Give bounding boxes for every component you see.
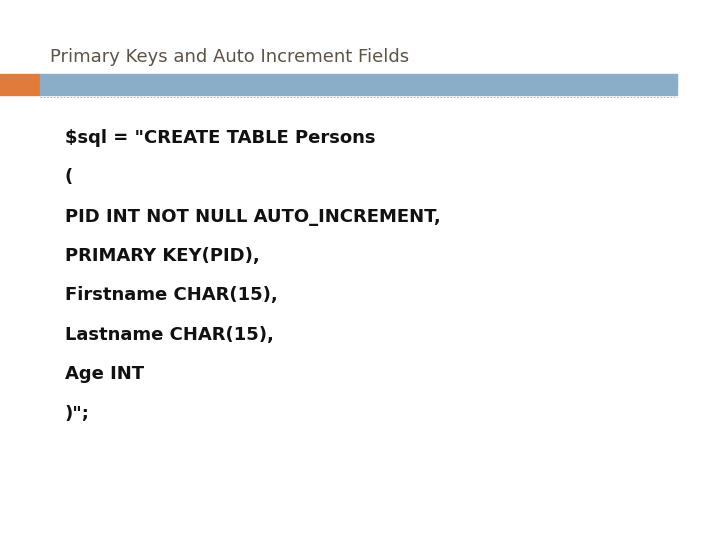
Text: PRIMARY KEY(PID),: PRIMARY KEY(PID), — [65, 247, 259, 265]
FancyBboxPatch shape — [40, 74, 677, 94]
Text: $sql = "CREATE TABLE Persons: $sql = "CREATE TABLE Persons — [65, 129, 375, 147]
Text: PID INT NOT NULL AUTO_INCREMENT,: PID INT NOT NULL AUTO_INCREMENT, — [65, 207, 441, 226]
Text: Firstname CHAR(15),: Firstname CHAR(15), — [65, 286, 277, 305]
Text: Primary Keys and Auto Increment Fields: Primary Keys and Auto Increment Fields — [50, 48, 410, 66]
FancyBboxPatch shape — [0, 74, 40, 94]
Text: (: ( — [65, 168, 73, 186]
Text: Age INT: Age INT — [65, 365, 144, 383]
Text: Lastname CHAR(15),: Lastname CHAR(15), — [65, 326, 274, 344]
Text: )";: )"; — [65, 404, 90, 423]
